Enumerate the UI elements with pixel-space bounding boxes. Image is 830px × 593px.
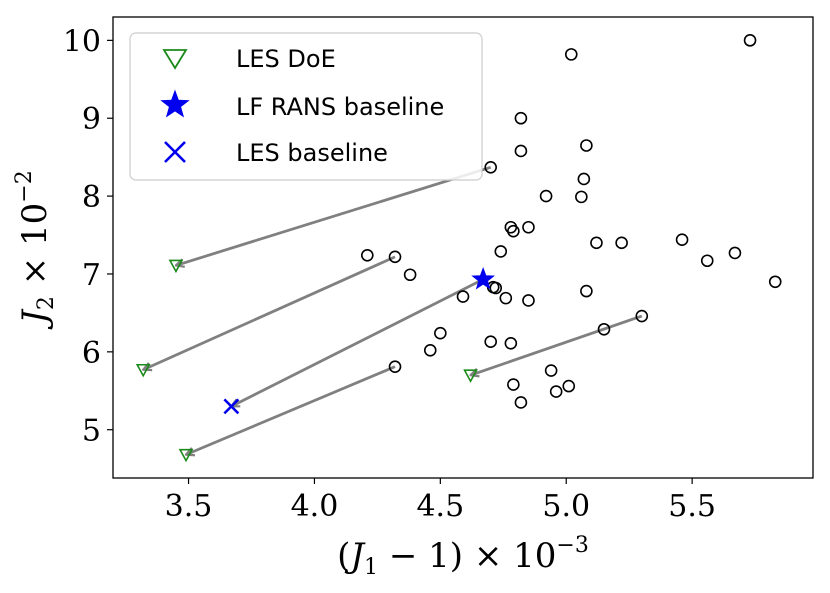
rans-sample-point [580, 139, 593, 152]
rans-sample-point [675, 233, 689, 247]
rans-sample-point [514, 396, 528, 409]
rans-sample-point [423, 343, 437, 357]
points-layer [135, 34, 782, 463]
rans-sample-point [635, 309, 649, 323]
les-doe-point [168, 259, 184, 274]
shift-arrow [231, 278, 484, 408]
rans-sample-point [590, 236, 603, 250]
y-tick-label: 7 [82, 258, 101, 293]
rans-sample-point [456, 290, 470, 303]
x-tick-label: 4.0 [291, 489, 339, 524]
legend-label-lf-rans-baseline: LF RANS baseline [236, 93, 444, 121]
rans-sample-point [580, 284, 593, 298]
axis-ticks: 3.5 4.0 4.5 5.0 5.5 5 6 7 8 9 10 [63, 24, 716, 524]
legend-marker-les-doe [162, 49, 188, 70]
rans-sample-point [507, 378, 520, 391]
shift-arrow [186, 365, 396, 455]
y-tick-label: 9 [82, 102, 101, 137]
rans-sample-point [743, 34, 757, 47]
x-tick-label: 3.5 [165, 489, 213, 524]
arrows-layer [143, 165, 643, 455]
rans-sample-point [728, 246, 742, 260]
rans-sample-point [403, 268, 417, 282]
rans-sample-point [575, 190, 588, 204]
shift-arrow [176, 165, 492, 265]
les-doe-point [178, 448, 194, 463]
y-axis-label: J2 × 10−2 [12, 170, 59, 329]
x-tick-label: 5.0 [542, 489, 590, 524]
rans-sample-point [361, 248, 374, 262]
lf-rans-baseline-point [471, 266, 495, 290]
rans-sample-point [768, 275, 782, 289]
les-doe-point [463, 369, 478, 383]
rans-sample-point [388, 360, 402, 373]
shift-arrow [143, 255, 396, 370]
rans-sample-point [504, 336, 518, 350]
y-tick-label: 6 [82, 336, 101, 371]
legend-marker-lf-rans-baseline [160, 89, 190, 118]
legend-marker-les-baseline [164, 141, 186, 163]
rans-sample-point [514, 144, 528, 158]
rans-sample-point [507, 224, 520, 238]
legend-label-les-baseline: LES baseline [236, 139, 388, 167]
rans-sample-point [549, 385, 563, 398]
rans-sample-point [564, 48, 578, 61]
legend: LES DoE LF RANS baseline LES baseline [129, 32, 483, 181]
rans-sample-point [562, 379, 576, 393]
rans-sample-point [499, 291, 513, 305]
rans-sample-point [388, 250, 402, 264]
x-axis-label: (J1 − 1) × 10−3 [337, 533, 589, 580]
x-tick-label: 4.5 [416, 489, 464, 524]
rans-sample-point [484, 335, 497, 349]
rans-sample-point [544, 364, 558, 377]
rans-sample-point [577, 172, 591, 186]
les-doe-point [135, 363, 151, 378]
rans-sample-point [597, 322, 611, 336]
x-tick-label: 5.5 [668, 489, 716, 524]
rans-sample-point [522, 294, 535, 307]
y-tick-label: 5 [82, 414, 101, 449]
legend-label-les-doe: LES DoE [236, 45, 336, 73]
rans-sample-point [514, 111, 528, 125]
legend-box [129, 32, 483, 181]
rans-sample-point [434, 326, 447, 340]
rans-sample-point [494, 245, 508, 258]
les-baseline-point [223, 398, 240, 415]
rans-sample-point [615, 236, 628, 250]
y-tick-label: 10 [63, 24, 101, 59]
rans-sample-point [700, 254, 714, 268]
rans-sample-point [522, 220, 535, 234]
rans-sample-point [539, 189, 553, 203]
rans-sample-point [484, 160, 497, 174]
y-tick-label: 8 [82, 180, 101, 215]
shift-arrow [471, 314, 643, 375]
